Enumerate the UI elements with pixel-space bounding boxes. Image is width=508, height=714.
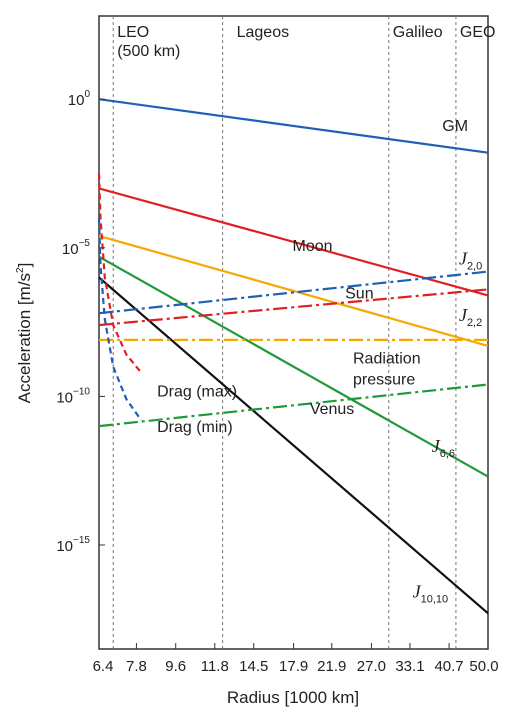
series-label-4: J10,10 [413,582,449,606]
x-tick-label: 9.6 [165,658,186,675]
x-tick-label: 6.4 [93,658,114,675]
series-line-6 [98,288,489,327]
series-line-8 [98,383,489,428]
series-label-9: Drag (max) [157,383,237,400]
plot-frame [98,15,489,650]
x-tick-label: 50.0 [469,658,498,675]
series-label-6: Sun [345,285,373,302]
series-label-10: Drag (min) [157,419,233,436]
x-tick-label: 7.8 [126,658,147,675]
y-tick-label: 10−10 [56,386,90,406]
x-tick-label: 11.8 [201,658,229,675]
x-tick-label: 21.9 [317,658,346,675]
series-line-2 [98,234,489,347]
orbit-lines [112,16,457,649]
orbit-labels: LEO (500 km) Lageos Galileo GEO [117,24,495,60]
orbit-label-galileo: Galileo [393,24,443,41]
x-tick-label: 14.5 [239,658,268,675]
y-tick-label: 10−5 [62,238,91,258]
y-axis-ticks: 100 10−5 10−10 10−15 [56,89,105,555]
series-group [97,98,489,615]
series-line-4 [98,276,489,615]
x-axis-label: Radius [1000 km] [227,688,359,707]
orbit-label-geo: GEO [460,24,496,41]
series-line-5 [98,270,489,315]
series-label-3: J6,6 [432,436,455,460]
orbit-label-lageos: Lageos [237,24,290,41]
series-label-0: GM [442,118,468,135]
series-label-7: Radiation pressure [353,351,421,389]
series-line-0 [98,98,489,154]
x-tick-label: 17.9 [279,658,308,675]
y-tick-label: 10−15 [56,535,90,555]
series-line-9 [97,173,143,374]
y-axis-label: Acceleration [m/s2] [15,263,34,404]
y-tick-label: 100 [68,89,91,109]
orbit-sublabel-leo: (500 km) [117,43,180,60]
series-label-1: J2,0 [459,249,482,273]
x-tick-label: 33.1 [395,658,424,675]
series-label-8: Venus [310,401,354,418]
series-label-5: Moon [293,238,333,255]
orbit-label-leo: LEO [117,24,149,41]
x-tick-label: 40.7 [434,658,463,675]
series-line-10 [97,218,143,421]
x-axis-ticks: 6.4 7.8 9.6 11.8 14.5 17.9 21.9 27.0 33.1 40.7 50.… [93,643,499,675]
x-tick-label: 27.0 [357,658,386,675]
series-label-2: J2,2 [459,305,482,329]
series-line-3 [98,255,489,478]
series-labels: GM J2,0 J2,2 J6,6 J10,10 Moon Sun Radiation pres… [157,118,482,606]
